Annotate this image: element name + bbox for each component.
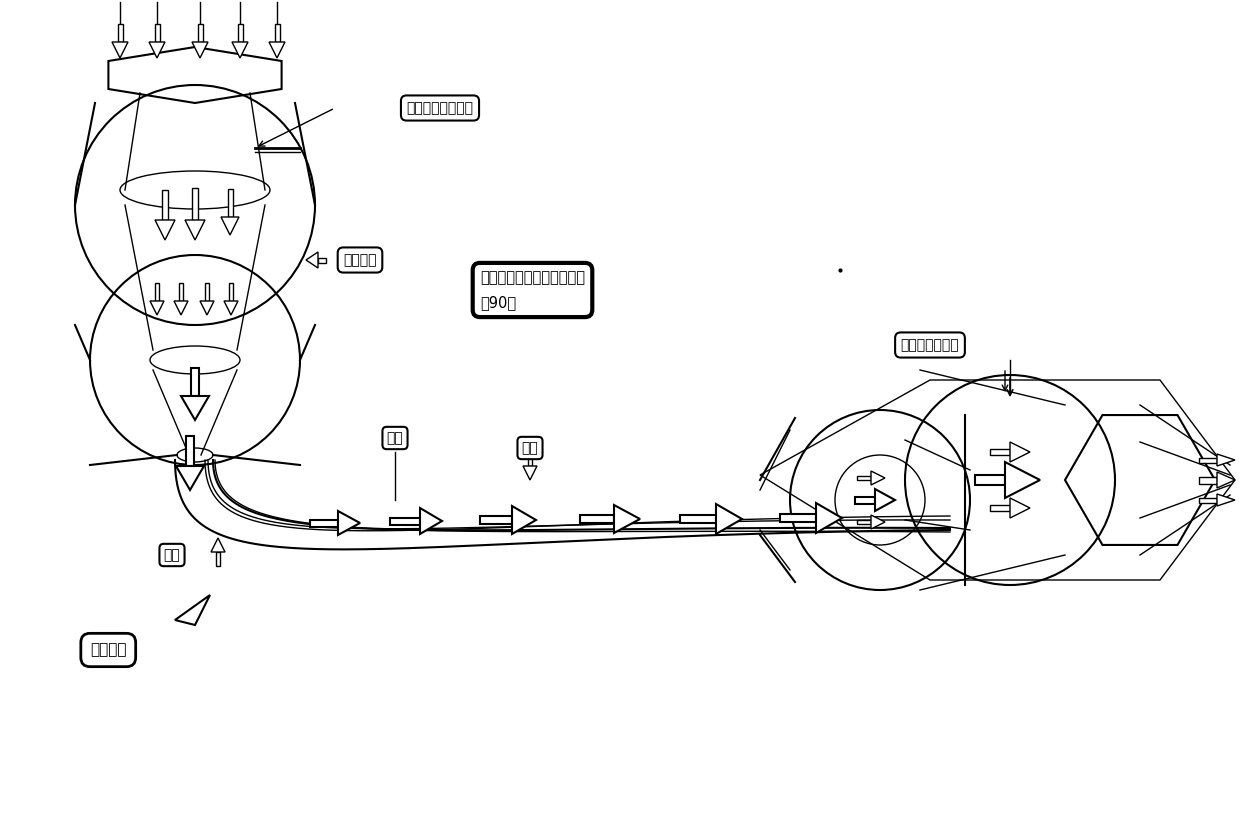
Polygon shape	[200, 301, 215, 315]
Polygon shape	[580, 515, 614, 523]
Polygon shape	[523, 466, 537, 480]
Polygon shape	[528, 452, 532, 466]
Polygon shape	[211, 538, 224, 552]
Polygon shape	[1004, 462, 1040, 498]
Polygon shape	[162, 190, 167, 220]
Polygon shape	[269, 42, 285, 58]
Polygon shape	[186, 436, 193, 466]
Polygon shape	[150, 301, 164, 315]
Polygon shape	[1199, 458, 1216, 463]
Polygon shape	[118, 24, 123, 42]
Text: 光纤: 光纤	[387, 431, 403, 445]
Polygon shape	[179, 283, 184, 301]
Polygon shape	[229, 283, 233, 301]
Polygon shape	[185, 220, 205, 240]
Text: 光沿弯曲光纤传输，方向旋
转90度: 光沿弯曲光纤传输，方向旋 转90度	[480, 270, 585, 310]
Polygon shape	[857, 476, 870, 480]
Polygon shape	[1216, 494, 1235, 506]
Polygon shape	[197, 24, 202, 42]
Polygon shape	[1199, 498, 1216, 503]
Polygon shape	[856, 496, 875, 503]
Polygon shape	[310, 520, 339, 526]
Polygon shape	[875, 489, 895, 511]
Text: 锥形外层: 锥形外层	[343, 253, 377, 267]
Polygon shape	[1216, 454, 1235, 466]
Polygon shape	[420, 508, 441, 534]
Polygon shape	[306, 252, 317, 268]
Polygon shape	[512, 506, 536, 534]
Polygon shape	[680, 515, 715, 523]
Polygon shape	[1199, 477, 1216, 484]
Polygon shape	[870, 471, 885, 485]
Polygon shape	[1011, 442, 1030, 462]
Text: 纤芯: 纤芯	[164, 548, 180, 562]
Polygon shape	[1216, 472, 1235, 488]
Polygon shape	[238, 24, 243, 42]
Polygon shape	[175, 595, 210, 625]
Polygon shape	[181, 396, 210, 420]
Polygon shape	[339, 511, 360, 535]
Polygon shape	[192, 188, 198, 220]
Text: 锥形纤芯输出光: 锥形纤芯输出光	[900, 338, 960, 352]
Polygon shape	[174, 301, 188, 315]
Polygon shape	[990, 449, 1011, 455]
Polygon shape	[112, 42, 128, 58]
Polygon shape	[715, 504, 742, 534]
Polygon shape	[870, 515, 885, 529]
Text: 隐形目标: 隐形目标	[91, 642, 126, 658]
Polygon shape	[191, 368, 198, 396]
Text: 锥形纤芯，收拢光: 锥形纤芯，收拢光	[407, 101, 474, 115]
Polygon shape	[205, 283, 210, 301]
Polygon shape	[155, 220, 175, 240]
Polygon shape	[391, 517, 420, 525]
Polygon shape	[216, 552, 219, 566]
Text: 包层: 包层	[522, 441, 538, 455]
Polygon shape	[232, 42, 248, 58]
Polygon shape	[155, 283, 159, 301]
Polygon shape	[857, 520, 870, 524]
Polygon shape	[614, 505, 640, 533]
Polygon shape	[816, 503, 842, 533]
Polygon shape	[975, 475, 1004, 485]
Polygon shape	[990, 505, 1011, 511]
Polygon shape	[480, 516, 512, 524]
Polygon shape	[221, 217, 239, 235]
Polygon shape	[227, 189, 233, 217]
Polygon shape	[224, 301, 238, 315]
Polygon shape	[1011, 498, 1030, 518]
Polygon shape	[155, 24, 160, 42]
Polygon shape	[149, 42, 165, 58]
Polygon shape	[780, 514, 816, 522]
Polygon shape	[192, 42, 208, 58]
Polygon shape	[274, 24, 279, 42]
Polygon shape	[317, 258, 326, 263]
Polygon shape	[176, 466, 205, 490]
